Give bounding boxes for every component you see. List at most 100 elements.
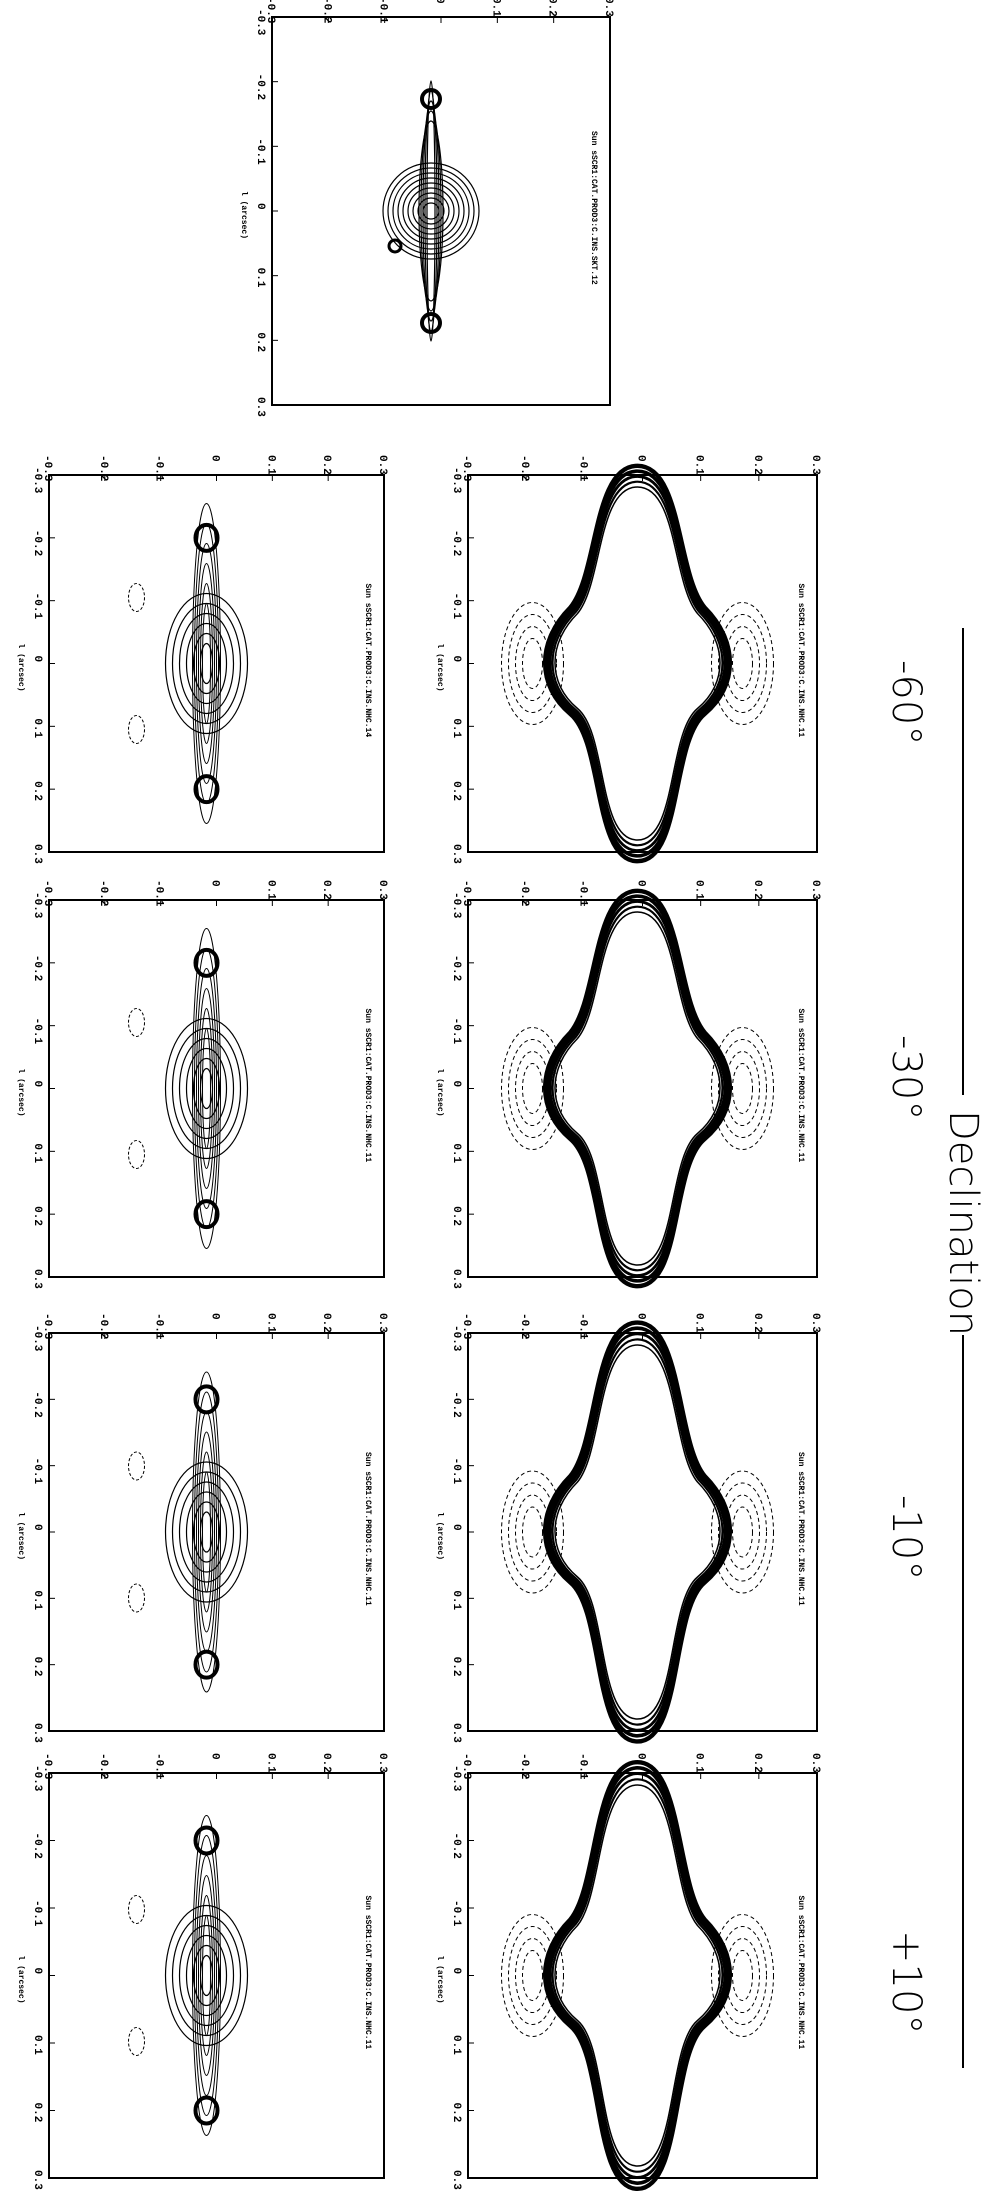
tick-label: 0 (31, 1081, 43, 1088)
tick-label: 0.2 (751, 1753, 763, 1773)
tick-label: -0.2 (518, 1313, 530, 1339)
tick-label: 0.2 (320, 880, 332, 900)
contour (508, 1926, 557, 2025)
contour (542, 1759, 733, 2192)
tick-label: 0.1 (264, 880, 276, 900)
contour (515, 1051, 550, 1126)
contour (171, 602, 242, 725)
contour (164, 1904, 249, 2047)
tick-label: 0 (635, 1313, 647, 1320)
tick-label: 0 (254, 203, 266, 210)
tick-label: 0.3 (31, 2170, 43, 2190)
tick-label: -0.2 (518, 455, 530, 481)
contour (551, 1778, 724, 2173)
contour (522, 1506, 543, 1558)
contour (392, 172, 470, 250)
tick-label: -0.1 (153, 880, 165, 907)
contour (178, 1481, 235, 1583)
tick-label: 0.2 (320, 1753, 332, 1773)
tick-label: -0.2 (450, 1391, 462, 1417)
tick-label: 0.2 (450, 1657, 462, 1677)
tick-label: -0.1 (450, 1900, 462, 1927)
contour (387, 167, 475, 255)
tick-label: -0.1 (153, 1753, 165, 1780)
contour (554, 911, 721, 1266)
axis-label: l (arcsec) (16, 644, 25, 692)
tick-label: 0.1 (31, 718, 43, 738)
tick-label: 0.2 (31, 1206, 43, 1226)
contour (194, 1835, 219, 2116)
panel-caption: Sun sSCR1:CAT.PROD3:C.INS.NHC.11 (363, 1452, 372, 1606)
contour (515, 1494, 550, 1570)
contour (178, 612, 235, 715)
tick-label: -0.1 (153, 455, 165, 482)
tick-label: 0.3 (450, 2170, 462, 2190)
contour (200, 1008, 213, 1169)
contour (164, 1017, 249, 1160)
tick-label: -0.2 (97, 455, 109, 481)
declination-label: Declination (940, 1110, 986, 1336)
contour (711, 1914, 774, 2037)
tick-label: 0.3 (809, 1753, 821, 1773)
axis-label: l (arcsec) (239, 191, 248, 239)
contour (185, 622, 228, 705)
declination-value: -10° (883, 1495, 929, 1580)
tick-label: 0.1 (693, 455, 705, 475)
contour (185, 1934, 228, 2017)
tick-label: -0.3 (264, 0, 276, 24)
tick-label: -0.1 (576, 1753, 588, 1780)
contour (718, 1039, 767, 1138)
tick-label: 0.3 (809, 1313, 821, 1333)
tick-label: -0.2 (450, 955, 462, 981)
tick-label: 0.2 (31, 2103, 43, 2123)
tick-label: 0 (433, 0, 445, 4)
tick-label: -0.1 (450, 1018, 462, 1045)
tick-label: 0 (209, 1313, 221, 1320)
contour (196, 543, 217, 784)
contour (202, 1471, 211, 1593)
tick-label: -0.3 (460, 455, 472, 482)
contour (192, 1944, 221, 2007)
tick-label: 0.3 (450, 1269, 462, 1289)
tick-label: 0.3 (809, 880, 821, 900)
contour (711, 1027, 774, 1150)
contour (508, 1039, 557, 1138)
tick-label: 0.2 (31, 781, 43, 801)
tick-label: -0.2 (31, 1833, 43, 1859)
tick-label: 0 (31, 656, 43, 663)
tick-label: 0 (209, 1753, 221, 1760)
axis-label: l (arcsec) (435, 644, 444, 692)
contour (548, 1772, 727, 2179)
tick-label: -0.1 (576, 455, 588, 482)
tick-label: 0.2 (751, 880, 763, 900)
contour (198, 1431, 215, 1633)
contour (193, 1649, 220, 1680)
contour (548, 899, 727, 1278)
contour (185, 1047, 228, 1130)
tick-label: -0.3 (31, 1325, 43, 1352)
contour (128, 1140, 145, 1169)
tick-label: 0.2 (31, 1657, 43, 1677)
contour (192, 632, 221, 695)
tick-label: 0.1 (693, 880, 705, 900)
contour (196, 1411, 217, 1653)
tick-label: -0.1 (254, 138, 266, 165)
tick-label: 0 (31, 1524, 43, 1531)
tick-label: -0.1 (576, 880, 588, 907)
tick-label: 0 (209, 880, 221, 887)
tick-label: -0.2 (450, 1833, 462, 1859)
contour (202, 1028, 211, 1149)
contour (193, 1384, 220, 1415)
tick-label: 0 (450, 656, 462, 663)
tick-label: 0.1 (450, 1590, 462, 1610)
contour (551, 905, 724, 1272)
contour (171, 1914, 242, 2037)
declination-value: -30° (883, 1035, 929, 1120)
tick-label: -0.3 (31, 467, 43, 494)
tick-label: 0 (635, 1753, 647, 1760)
tick-label: -0.2 (97, 1313, 109, 1339)
panel-caption: Sun sSCR1:CAT.PROD3:C.INS.NHC.11 (796, 1452, 805, 1606)
contour (732, 1506, 753, 1558)
tick-label: 0.1 (693, 1753, 705, 1773)
contour (522, 1950, 543, 2001)
